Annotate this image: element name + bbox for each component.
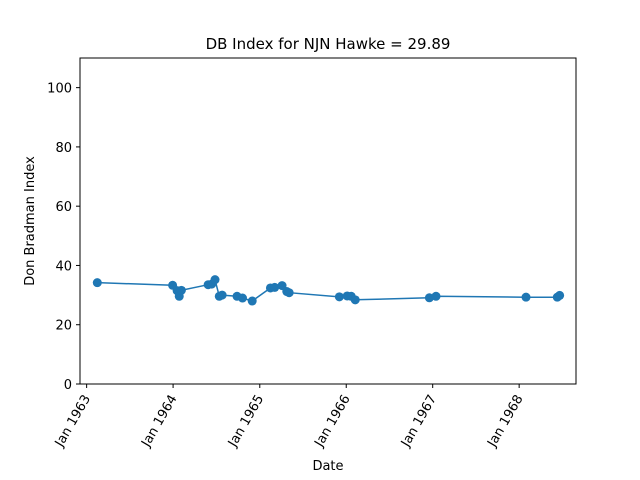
- x-axis: Jan 1963 Jan 1964 Jan 1965 Jan 1966 Jan 1967…: [52, 384, 527, 450]
- y-tick-label: 100: [47, 82, 72, 97]
- data-point: [270, 282, 280, 292]
- data-point: [555, 290, 565, 300]
- x-tick-label: Jan 1964: [138, 393, 180, 451]
- x-tick-label: Jan 1967: [398, 393, 440, 451]
- y-tick-label: 80: [55, 141, 72, 156]
- data-point: [521, 292, 531, 302]
- data-point: [92, 278, 102, 288]
- series-line: [97, 278, 561, 302]
- x-axis-label: Date: [312, 459, 343, 474]
- y-axis-label: Don Bradman Index: [23, 156, 38, 286]
- y-tick-label: 0: [64, 378, 72, 393]
- data-point: [431, 291, 441, 301]
- data-point: [334, 292, 344, 302]
- data-point: [176, 285, 186, 295]
- x-tick-label: Jan 1963: [52, 393, 94, 451]
- x-tick-label: Jan 1966: [312, 393, 354, 451]
- y-axis: 0 20 40 60 80 100: [47, 82, 80, 393]
- y-tick-label: 20: [55, 319, 72, 334]
- plot-area: [92, 275, 565, 306]
- x-tick-label: Jan 1968: [484, 393, 526, 451]
- y-tick-label: 40: [55, 259, 72, 274]
- chart-title: DB Index for NJN Hawke = 29.89: [206, 35, 451, 53]
- data-point: [284, 288, 294, 298]
- data-point: [210, 275, 220, 285]
- x-tick-label: Jan 1965: [225, 393, 267, 451]
- data-point: [350, 295, 360, 305]
- y-tick-label: 60: [55, 200, 72, 215]
- data-point: [237, 293, 247, 303]
- data-point: [217, 290, 227, 300]
- plot-frame: [79, 57, 577, 385]
- data-point: [247, 296, 257, 306]
